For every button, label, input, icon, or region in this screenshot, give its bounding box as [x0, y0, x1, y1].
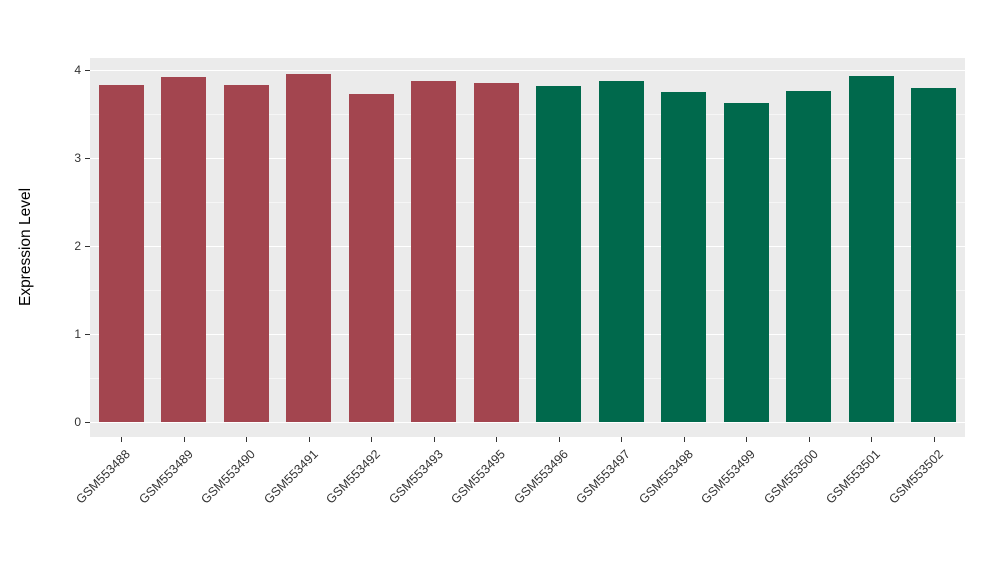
gridline-minor	[90, 290, 965, 291]
x-tick-label: GSM553497	[573, 447, 634, 507]
y-tick-label: 2	[74, 239, 81, 253]
x-tick-mark	[246, 437, 248, 442]
bar-GSM553492	[348, 93, 394, 422]
y-tick-mark	[85, 422, 90, 423]
gridline-minor	[90, 114, 965, 115]
x-tick-mark	[308, 437, 310, 442]
y-tick-mark	[85, 246, 90, 247]
gridline-major	[90, 246, 965, 247]
x-tick-label: GSM553489	[136, 447, 196, 507]
bar-GSM553491	[286, 73, 332, 422]
y-tick-label: 3	[74, 151, 81, 165]
gridline-major	[90, 422, 965, 423]
x-tick-label: GSM553491	[261, 447, 321, 507]
bar-GSM553498	[661, 92, 707, 422]
x-tick-label: GSM553493	[386, 447, 446, 507]
x-tick-mark	[183, 437, 185, 442]
y-tick-label: 4	[74, 63, 81, 77]
x-tick-mark	[808, 437, 810, 442]
gridline-minor	[90, 378, 965, 379]
bar-GSM553490	[223, 84, 269, 422]
x-tick-mark	[871, 437, 873, 442]
bar-GSM553489	[161, 77, 207, 422]
x-tick-mark	[371, 437, 373, 442]
y-tick-mark	[85, 158, 90, 159]
x-tick-label: GSM553490	[198, 447, 259, 507]
x-tick-label: GSM553498	[636, 447, 696, 507]
x-tick-mark	[621, 437, 623, 442]
gridline-minor	[90, 202, 965, 203]
x-tick-label: GSM553500	[761, 447, 821, 507]
gridline-major	[90, 70, 965, 71]
bar-GSM553500	[786, 91, 832, 422]
x-tick-label: GSM553502	[886, 447, 946, 507]
x-tick-mark	[933, 437, 935, 442]
x-tick-label: GSM553496	[511, 447, 571, 507]
y-axis-title: Expression Level	[17, 187, 34, 307]
x-tick-mark	[433, 437, 435, 442]
plot-panel	[90, 58, 965, 437]
x-tick-label: GSM553501	[823, 447, 884, 507]
bar-GSM553501	[848, 76, 894, 422]
x-tick-mark	[683, 437, 685, 442]
x-tick-label: GSM553488	[73, 447, 134, 507]
bar-GSM553499	[723, 103, 769, 422]
bar-GSM553496	[536, 85, 582, 422]
x-tick-mark	[558, 437, 560, 442]
gridline-major	[90, 334, 965, 335]
x-tick-label: GSM553499	[698, 447, 759, 507]
y-tick-mark	[85, 334, 90, 335]
x-tick-mark	[746, 437, 748, 442]
bar-GSM553497	[598, 80, 644, 422]
y-tick-mark	[85, 70, 90, 71]
x-tick-mark	[496, 437, 498, 442]
bar-GSM553493	[411, 80, 457, 422]
bar-GSM553502	[911, 88, 957, 422]
y-tick-label: 0	[74, 415, 81, 429]
bar-GSM553488	[98, 84, 144, 422]
x-tick-label: GSM553495	[448, 447, 509, 507]
x-tick-mark	[121, 437, 123, 442]
bar-GSM553495	[473, 83, 519, 422]
y-tick-label: 1	[74, 327, 81, 341]
x-tick-label: GSM553492	[323, 447, 384, 507]
gridline-major	[90, 158, 965, 159]
